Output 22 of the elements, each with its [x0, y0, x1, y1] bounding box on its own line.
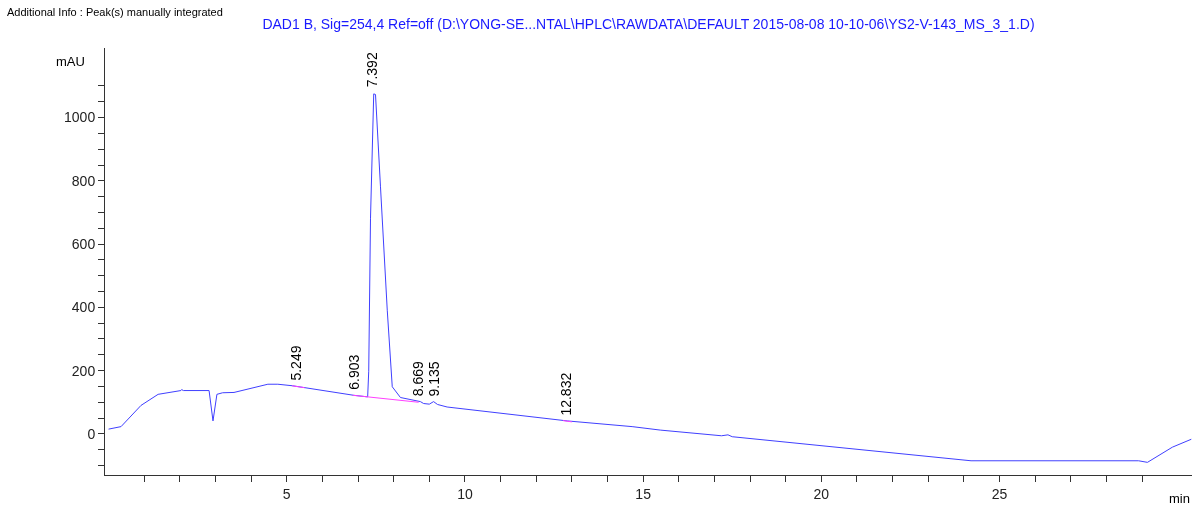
annotation: 8.669	[409, 361, 426, 397]
annotation: 7.392	[363, 52, 380, 88]
chart-title: DAD1 B, Sig=254,4 Ref=off (D:\YONG-SE...NTAL\HPLC\RAWDATA\DEFAULT 2015-08-08 10-10-06\YS2-V-143_MS_3_1.D)	[262, 16, 1035, 33]
annotation: 12.832	[558, 372, 575, 416]
x-tick-label: 25	[991, 485, 1008, 502]
x-tick-label: 15	[635, 485, 652, 502]
y-tick-label: 0	[87, 425, 96, 442]
annotation: 9.135	[425, 361, 442, 397]
x-axis-title: min	[1169, 491, 1190, 506]
x-tick-label: 5	[282, 485, 291, 502]
y-axis-title: mAU	[56, 54, 85, 69]
annotation: 6.903	[346, 354, 363, 390]
x-tick-label: 10	[457, 485, 473, 502]
annotation: 5.249	[287, 345, 304, 381]
y-tick-label: 600	[71, 236, 96, 252]
y-tick-label: 200	[71, 362, 96, 379]
y-tick-label: 1000	[64, 109, 96, 126]
y-tick-label: 800	[71, 172, 96, 189]
y-tick-label: 400	[71, 299, 96, 316]
x-tick-label: 20	[813, 485, 830, 502]
line-series	[108, 93, 1192, 463]
text: Additional Info : Peak(s) manually integrated	[7, 6, 223, 18]
